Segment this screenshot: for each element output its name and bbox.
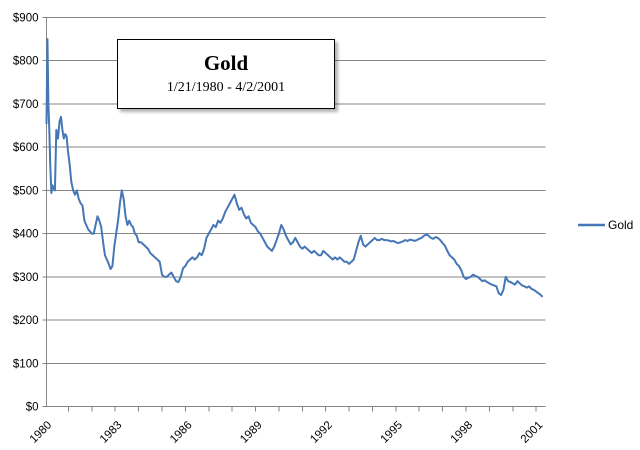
x-axis-tick-label: 1995 xyxy=(378,419,405,446)
chart-title: Gold xyxy=(203,51,249,76)
y-axis-tick-label: $100 xyxy=(13,358,39,370)
x-axis-tick-label: 1980 xyxy=(28,419,55,446)
x-axis-tick-label: 1998 xyxy=(449,419,476,446)
y-axis-tick-label: $400 xyxy=(13,229,39,241)
x-axis-tick-group: 1998 xyxy=(449,419,476,446)
y-axis-tick-label: $700 xyxy=(13,99,39,111)
x-axis-tick-group: 1986 xyxy=(168,419,195,446)
y-axis-tick-label: $800 xyxy=(13,56,39,68)
x-axis-tick-label: 1986 xyxy=(168,419,195,446)
x-axis-tick-group: 1992 xyxy=(308,419,335,446)
y-axis-tick-label: $600 xyxy=(13,142,39,154)
y-axis-tick-label: $900 xyxy=(13,13,39,25)
data-series-gold xyxy=(45,38,543,298)
x-axis-tick-group: 1980 xyxy=(28,419,55,446)
x-axis-tick-group: 2001 xyxy=(519,419,546,446)
legend-label: Gold xyxy=(608,218,633,232)
y-axis-tick-label: $0 xyxy=(26,402,39,414)
x-axis-tick-label: 1992 xyxy=(308,419,335,446)
x-axis-tick-label: 1983 xyxy=(98,419,125,446)
x-axis-tick-group: 1995 xyxy=(378,419,405,446)
y-axis-tick-label: $500 xyxy=(13,185,39,197)
y-axis-tick-label: $300 xyxy=(13,272,39,284)
x-axis-tick-group: 1983 xyxy=(98,419,125,446)
x-axis-tick-group: 1989 xyxy=(238,419,265,446)
x-axis-tick-label: 2001 xyxy=(519,419,546,446)
x-axis-tick-label: 1989 xyxy=(238,419,265,446)
chart-subtitle: 1/21/1980 - 4/2/2001 xyxy=(166,80,286,96)
chart-title-box: Gold 1/21/1980 - 4/2/2001 xyxy=(117,39,335,109)
y-axis-tick-label: $200 xyxy=(13,315,39,327)
